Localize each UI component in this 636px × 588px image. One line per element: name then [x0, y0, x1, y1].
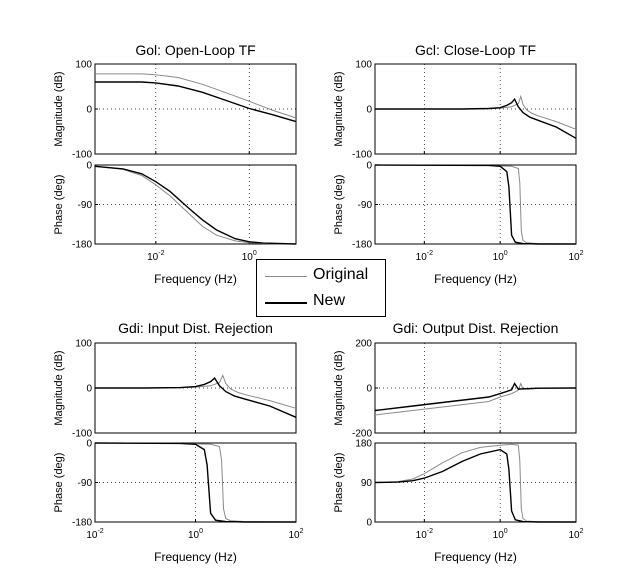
phase-ylabel: Phase (deg): [53, 175, 65, 235]
series-line-new: [375, 97, 577, 139]
legend: Original New: [256, 259, 386, 317]
y-tick-label: -100: [72, 429, 92, 440]
magnitude-axes: 100 0 -100 Magnitude (dB): [53, 339, 297, 440]
x-tick-label: 10-2: [147, 250, 164, 263]
x-tick-label: 10-2: [86, 528, 103, 541]
y-tick-label: 100: [75, 60, 92, 71]
x-tick-label: 100: [493, 528, 508, 541]
y-tick-label: -90: [358, 200, 373, 211]
x-tick-label: 100: [493, 250, 508, 263]
chart-xlabel: Frequency (Hz): [154, 272, 237, 286]
legend-item-original: Original: [257, 264, 385, 288]
phase-ylabel: Phase (deg): [53, 453, 65, 513]
magnitude-axes: 100 0 -100 Magnitude (dB): [53, 60, 297, 161]
series-line-original: [374, 443, 577, 523]
y-tick-label: 0: [86, 161, 92, 172]
series-line-new: [94, 442, 296, 523]
x-tick-label: 102: [288, 528, 303, 541]
y-tick-label: 0: [366, 384, 372, 395]
x-tick-label: 102: [568, 250, 583, 263]
chart-title: Gdi: Input Dist. Rejection: [118, 320, 273, 336]
legend-label-original: Original: [313, 266, 369, 283]
chart-xlabel: Frequency (Hz): [434, 272, 517, 286]
y-tick-label: 90: [361, 478, 373, 489]
y-tick-label: 180: [355, 439, 372, 450]
y-tick-label: -180: [352, 240, 372, 251]
chart-title: Gcl: Close-Loop TF: [415, 42, 536, 58]
y-tick-label: -200: [352, 429, 372, 440]
magnitude-ylabel: Magnitude (dB): [333, 350, 345, 425]
chart-4: Gdi: Output Dist. Rejection 200 0 -200 Magni…: [333, 320, 584, 564]
y-tick-label: 200: [355, 339, 372, 350]
phase-axes: 0 -90 -180 Phase (deg): [53, 161, 297, 251]
phase-ylabel: Phase (deg): [333, 175, 345, 235]
magnitude-ylabel: Magnitude (dB): [333, 71, 345, 146]
legend-label-new: New: [313, 292, 346, 309]
y-tick-label: -180: [72, 240, 92, 251]
y-tick-label: 0: [366, 161, 372, 172]
phase-ylabel: Phase (deg): [333, 453, 345, 513]
legend-line-original: [265, 276, 307, 277]
y-tick-label: -180: [72, 518, 92, 529]
phase-axes: 0 -90 -180 Phase (deg): [333, 161, 577, 251]
x-tick-label: 102: [568, 528, 583, 541]
series-line-new: [95, 81, 297, 123]
y-tick-label: 100: [75, 339, 92, 350]
y-tick-label: 0: [366, 518, 372, 529]
magnitude-ylabel: Magnitude (dB): [53, 350, 65, 425]
x-tick-label: 100: [188, 528, 203, 541]
chart-title: Gdi: Output Dist. Rejection: [393, 320, 559, 336]
series-line-original: [94, 165, 297, 245]
chart-title: Gol: Open-Loop TF: [135, 42, 255, 58]
magnitude-ylabel: Magnitude (dB): [53, 71, 65, 146]
y-tick-label: -90: [78, 478, 93, 489]
x-tick-label: 100: [242, 250, 257, 263]
phase-axes: 180 90 0 Phase (deg): [333, 439, 577, 529]
y-tick-label: -100: [352, 150, 372, 161]
x-tick-label: 10-2: [416, 528, 433, 541]
y-tick-label: 0: [366, 105, 372, 116]
series-line-new: [374, 448, 576, 523]
phase-axes: 0 -90 -180 Phase (deg): [53, 439, 297, 529]
series-line-new: [374, 164, 576, 245]
y-tick-label: 0: [86, 105, 92, 116]
legend-line-new: [265, 302, 307, 304]
chart-xlabel: Frequency (Hz): [154, 550, 237, 564]
series-line-original: [95, 73, 297, 119]
series-line-new: [94, 165, 297, 245]
y-tick-label: -100: [72, 150, 92, 161]
y-tick-label: -90: [78, 200, 93, 211]
y-tick-label: 100: [355, 60, 372, 71]
x-tick-label: 10-2: [416, 250, 433, 263]
chart-3: Gdi: Input Dist. Rejection1000-100Magnit…: [53, 320, 304, 564]
y-tick-label: 0: [86, 439, 92, 450]
chart-xlabel: Frequency (Hz): [434, 550, 517, 564]
series-line-new: [374, 382, 577, 412]
magnitude-axes: 100 0 -100 Magnitude (dB): [333, 60, 577, 161]
magnitude-axes: 200 0 -200 Magnitude (dB): [333, 339, 577, 440]
series-line-new: [95, 377, 297, 418]
y-tick-label: 0: [86, 384, 92, 395]
legend-item-new: New: [257, 290, 385, 314]
